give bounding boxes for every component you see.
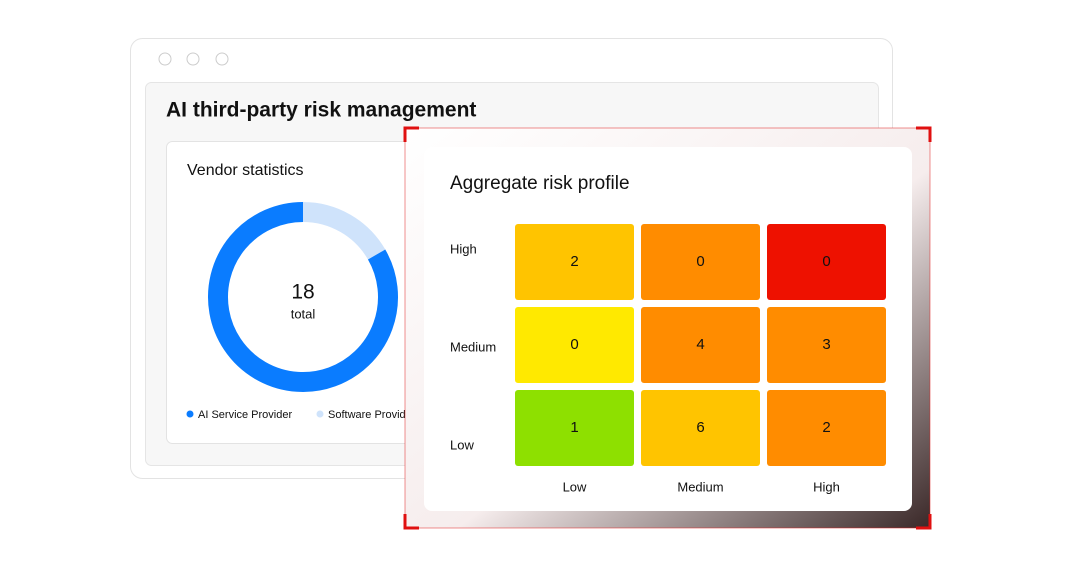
donut-total-label: total xyxy=(291,306,316,321)
corner-brackets xyxy=(403,126,932,530)
donut-total: 18 xyxy=(291,281,314,304)
donut xyxy=(208,202,398,392)
donut-segment xyxy=(208,202,398,392)
heat-cell xyxy=(641,224,760,300)
cell-value: 3 xyxy=(822,336,830,353)
cell-value: 0 xyxy=(570,336,578,353)
cell-value: 6 xyxy=(696,419,704,436)
panel-title: AI third-party risk management xyxy=(166,99,476,122)
column-label: Medium xyxy=(677,479,723,494)
risk-title: Aggregate risk profile xyxy=(450,173,630,194)
legend: AI Service Provider Software Provider xyxy=(186,409,416,421)
heat-cell xyxy=(641,390,760,466)
heat-cell xyxy=(515,224,634,300)
row-label: Medium xyxy=(450,339,496,354)
column-label: Low xyxy=(563,479,587,494)
cell-value: 0 xyxy=(822,253,830,270)
cell-value: 2 xyxy=(570,253,578,270)
legend-label: AI Service Provider xyxy=(198,409,292,421)
heat-cell xyxy=(767,307,886,383)
heat-cell xyxy=(515,390,634,466)
heat-cell xyxy=(767,390,886,466)
legend-dot xyxy=(316,410,324,418)
legend-label: Software Provider xyxy=(328,409,416,421)
heat-cell xyxy=(641,307,760,383)
legend-dot xyxy=(186,410,194,418)
cell-value: 4 xyxy=(696,336,704,353)
row-label: High xyxy=(450,241,477,256)
column-label: High xyxy=(813,479,840,494)
donut-segment xyxy=(302,202,386,260)
cell-value: 0 xyxy=(696,253,704,270)
card-title: Vendor statistics xyxy=(187,162,304,179)
cell-value: 1 xyxy=(570,419,578,436)
window-dot xyxy=(186,52,200,66)
cell-value: 2 xyxy=(822,419,830,436)
heatmap: High 2 0 0 Medium 0 4 3 Low 1 6 2 Low Medium High xyxy=(450,224,886,494)
heat-cell xyxy=(767,224,886,300)
window-dot xyxy=(215,52,229,66)
heat-cell xyxy=(515,307,634,383)
window-dot xyxy=(158,52,172,66)
row-label: Low xyxy=(450,437,474,452)
